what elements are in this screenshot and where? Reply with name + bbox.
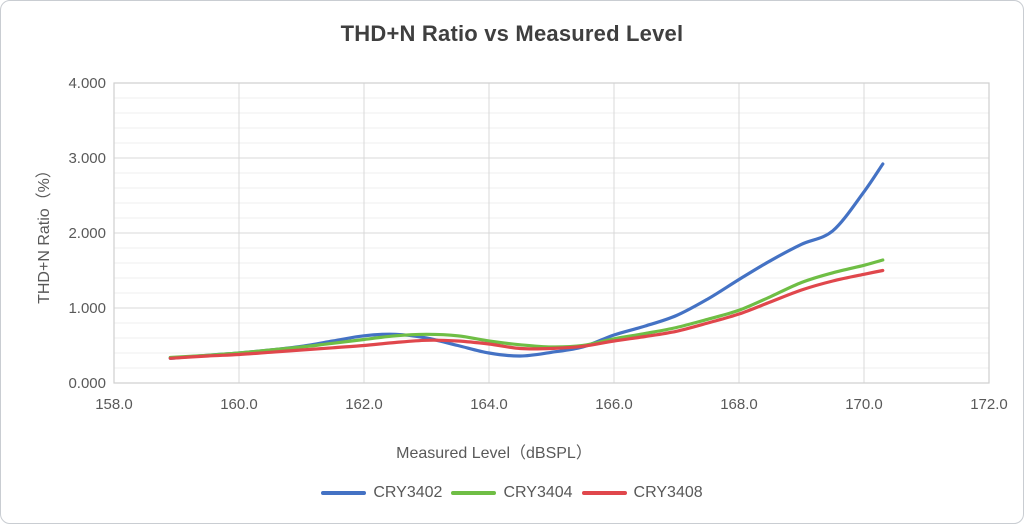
x-tick-label: 160.0 bbox=[220, 396, 258, 413]
x-tick-label: 166.0 bbox=[595, 396, 633, 413]
legend-label-cry3402: CRY3402 bbox=[373, 484, 443, 501]
legend-swatch-cry3404-line bbox=[451, 491, 497, 495]
y-tick-label: 0.000 bbox=[68, 375, 106, 392]
x-axis-title: Measured Level（dBSPL） bbox=[396, 445, 592, 462]
legend-label-cry3408: CRY3408 bbox=[633, 484, 703, 501]
y-tick-label: 2.000 bbox=[68, 225, 106, 242]
series-line-cry3408 bbox=[168, 268, 885, 360]
y-tick-label: 4.000 bbox=[68, 75, 106, 92]
x-tick-label: 170.0 bbox=[845, 396, 883, 413]
legend-label-cry3404: CRY3404 bbox=[503, 484, 573, 501]
legend-swatch-cry3408-line bbox=[581, 491, 627, 495]
legend-item-cry3402: CRY3402 bbox=[321, 484, 442, 502]
x-tick-label: 158.0 bbox=[95, 396, 133, 413]
legend-swatch-cry3402-line bbox=[321, 491, 367, 495]
series-line-cry3402 bbox=[168, 162, 885, 360]
x-tick-label: 164.0 bbox=[470, 396, 508, 413]
legend: CRY3402 CRY3404 CRY3408 bbox=[1, 482, 1023, 504]
y-tick-label: 3.000 bbox=[68, 150, 106, 167]
x-tick-label: 168.0 bbox=[720, 396, 758, 413]
x-tick-label: 172.0 bbox=[970, 396, 1008, 413]
y-tick-label: 1.000 bbox=[68, 300, 106, 317]
series-line-cry3404 bbox=[168, 258, 885, 360]
x-tick-label: 162.0 bbox=[345, 396, 383, 413]
legend-item-cry3404: CRY3404 bbox=[451, 484, 573, 502]
chart-title: THD+N Ratio vs Measured Level bbox=[340, 21, 684, 46]
legend-item-cry3408: CRY3408 bbox=[581, 484, 703, 502]
